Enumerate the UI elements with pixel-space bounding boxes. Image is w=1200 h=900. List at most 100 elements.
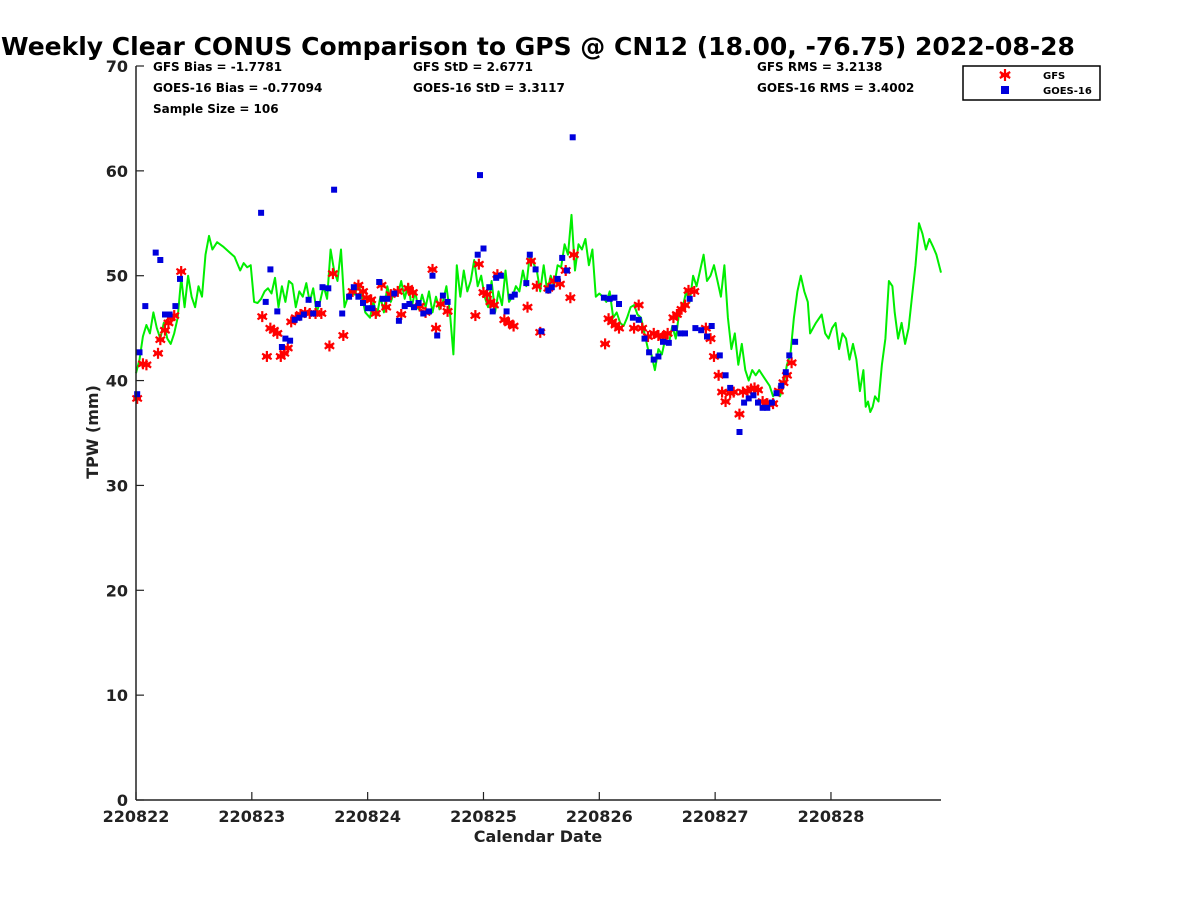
goes-point (646, 349, 653, 356)
goes-point (616, 301, 622, 307)
goes-point (474, 251, 481, 258)
goes-point (611, 294, 618, 301)
goes-point (136, 349, 143, 356)
plot-area (131, 134, 942, 435)
goes-point (741, 399, 748, 406)
y-tick-label: 50 (106, 267, 128, 286)
goes-point (682, 330, 688, 337)
goes-point (497, 272, 504, 279)
legend-gfs-star (999, 69, 1011, 81)
goes-point (391, 290, 398, 297)
gfs-point (316, 307, 327, 319)
goes-point (162, 311, 168, 318)
goes-point (406, 301, 413, 307)
goes-point (523, 280, 530, 287)
x-tick-label: 220823 (218, 807, 285, 826)
gfs-point (407, 286, 419, 298)
goes-point (291, 316, 298, 323)
goes-point (511, 291, 518, 298)
chart-title: Weekly Clear CONUS Comparison to GPS @ C… (1, 32, 1075, 61)
gfs-point (261, 350, 273, 362)
gfs-bias-stat: GFS Bias = -1.7781 (153, 60, 282, 74)
goes-std-stat: GOES-16 StD = 3.3117 (413, 81, 565, 95)
goes-point (369, 305, 376, 312)
goes-point (773, 390, 780, 397)
y-axis-label: TPW (mm) (83, 385, 102, 479)
goes-point (346, 293, 353, 300)
goes-point (444, 298, 451, 305)
gfs-point (481, 289, 493, 301)
goes-point (650, 356, 657, 363)
goes-point (764, 404, 771, 411)
gfs-point (324, 340, 335, 352)
goes-point (727, 384, 734, 391)
goes-point (665, 339, 672, 346)
gfs-point (271, 327, 283, 339)
goes-point (526, 251, 533, 258)
gfs-point (716, 386, 728, 398)
goes-point (339, 310, 346, 317)
goes-point (152, 249, 159, 256)
goes-point (258, 209, 265, 216)
gfs-point (141, 359, 152, 371)
goes-point (635, 316, 642, 323)
gfs-rms-stat: GFS RMS = 3.2138 (757, 60, 882, 74)
gfs-point (531, 280, 543, 292)
goes-point (489, 308, 496, 315)
goes-point (319, 284, 326, 291)
gfs-point (380, 301, 392, 313)
goes-point (563, 267, 570, 274)
gfs-point (628, 322, 640, 334)
y-tick-label: 30 (106, 476, 128, 495)
goes-point (305, 296, 312, 303)
goes-point (698, 327, 705, 334)
x-tick-label: 220822 (103, 807, 170, 826)
goes-point (493, 274, 500, 281)
gfs-point (599, 338, 611, 350)
gfs-point (679, 299, 691, 311)
gfs-point (365, 294, 377, 306)
goes-point (554, 275, 561, 282)
goes-point (660, 338, 666, 345)
x-tick-label: 220825 (450, 807, 517, 826)
gfs-point (470, 310, 481, 322)
goes-point (716, 352, 723, 359)
goes-point (745, 395, 752, 402)
gfs-point (508, 320, 519, 332)
gfs-point (636, 322, 648, 334)
goes-point (692, 325, 699, 332)
goes-point (172, 303, 179, 310)
gfs-point (720, 396, 731, 408)
goes-point (331, 186, 338, 193)
legend-goes-label: GOES-16 (1043, 86, 1092, 97)
goes-point (686, 295, 693, 302)
goes-point (360, 300, 366, 306)
goes-point (559, 254, 566, 261)
gfs-point (175, 266, 187, 278)
gfs-point (155, 334, 166, 346)
goes-point (401, 303, 408, 310)
goes-point (671, 325, 678, 332)
goes-point (704, 333, 710, 340)
goes-point (300, 311, 307, 318)
goes-point (545, 287, 552, 294)
gfs-point (734, 408, 745, 420)
goes-point (538, 328, 545, 335)
goes-point (736, 429, 743, 435)
goes-point (782, 369, 789, 376)
goes-point (310, 310, 317, 317)
goes-point (274, 308, 281, 315)
gfs-point (522, 301, 533, 313)
goes-point (411, 304, 417, 311)
x-tick-label: 220824 (334, 807, 401, 826)
goes-point (325, 285, 332, 292)
gfs-point (442, 305, 453, 317)
goes-point (429, 272, 436, 279)
goes-point (600, 294, 607, 301)
goes-point (503, 308, 510, 315)
goes-point (786, 352, 793, 359)
y-tick-label: 70 (106, 57, 128, 76)
goes-point (142, 303, 149, 310)
goes-point (486, 284, 493, 291)
gfs-point (473, 258, 485, 270)
